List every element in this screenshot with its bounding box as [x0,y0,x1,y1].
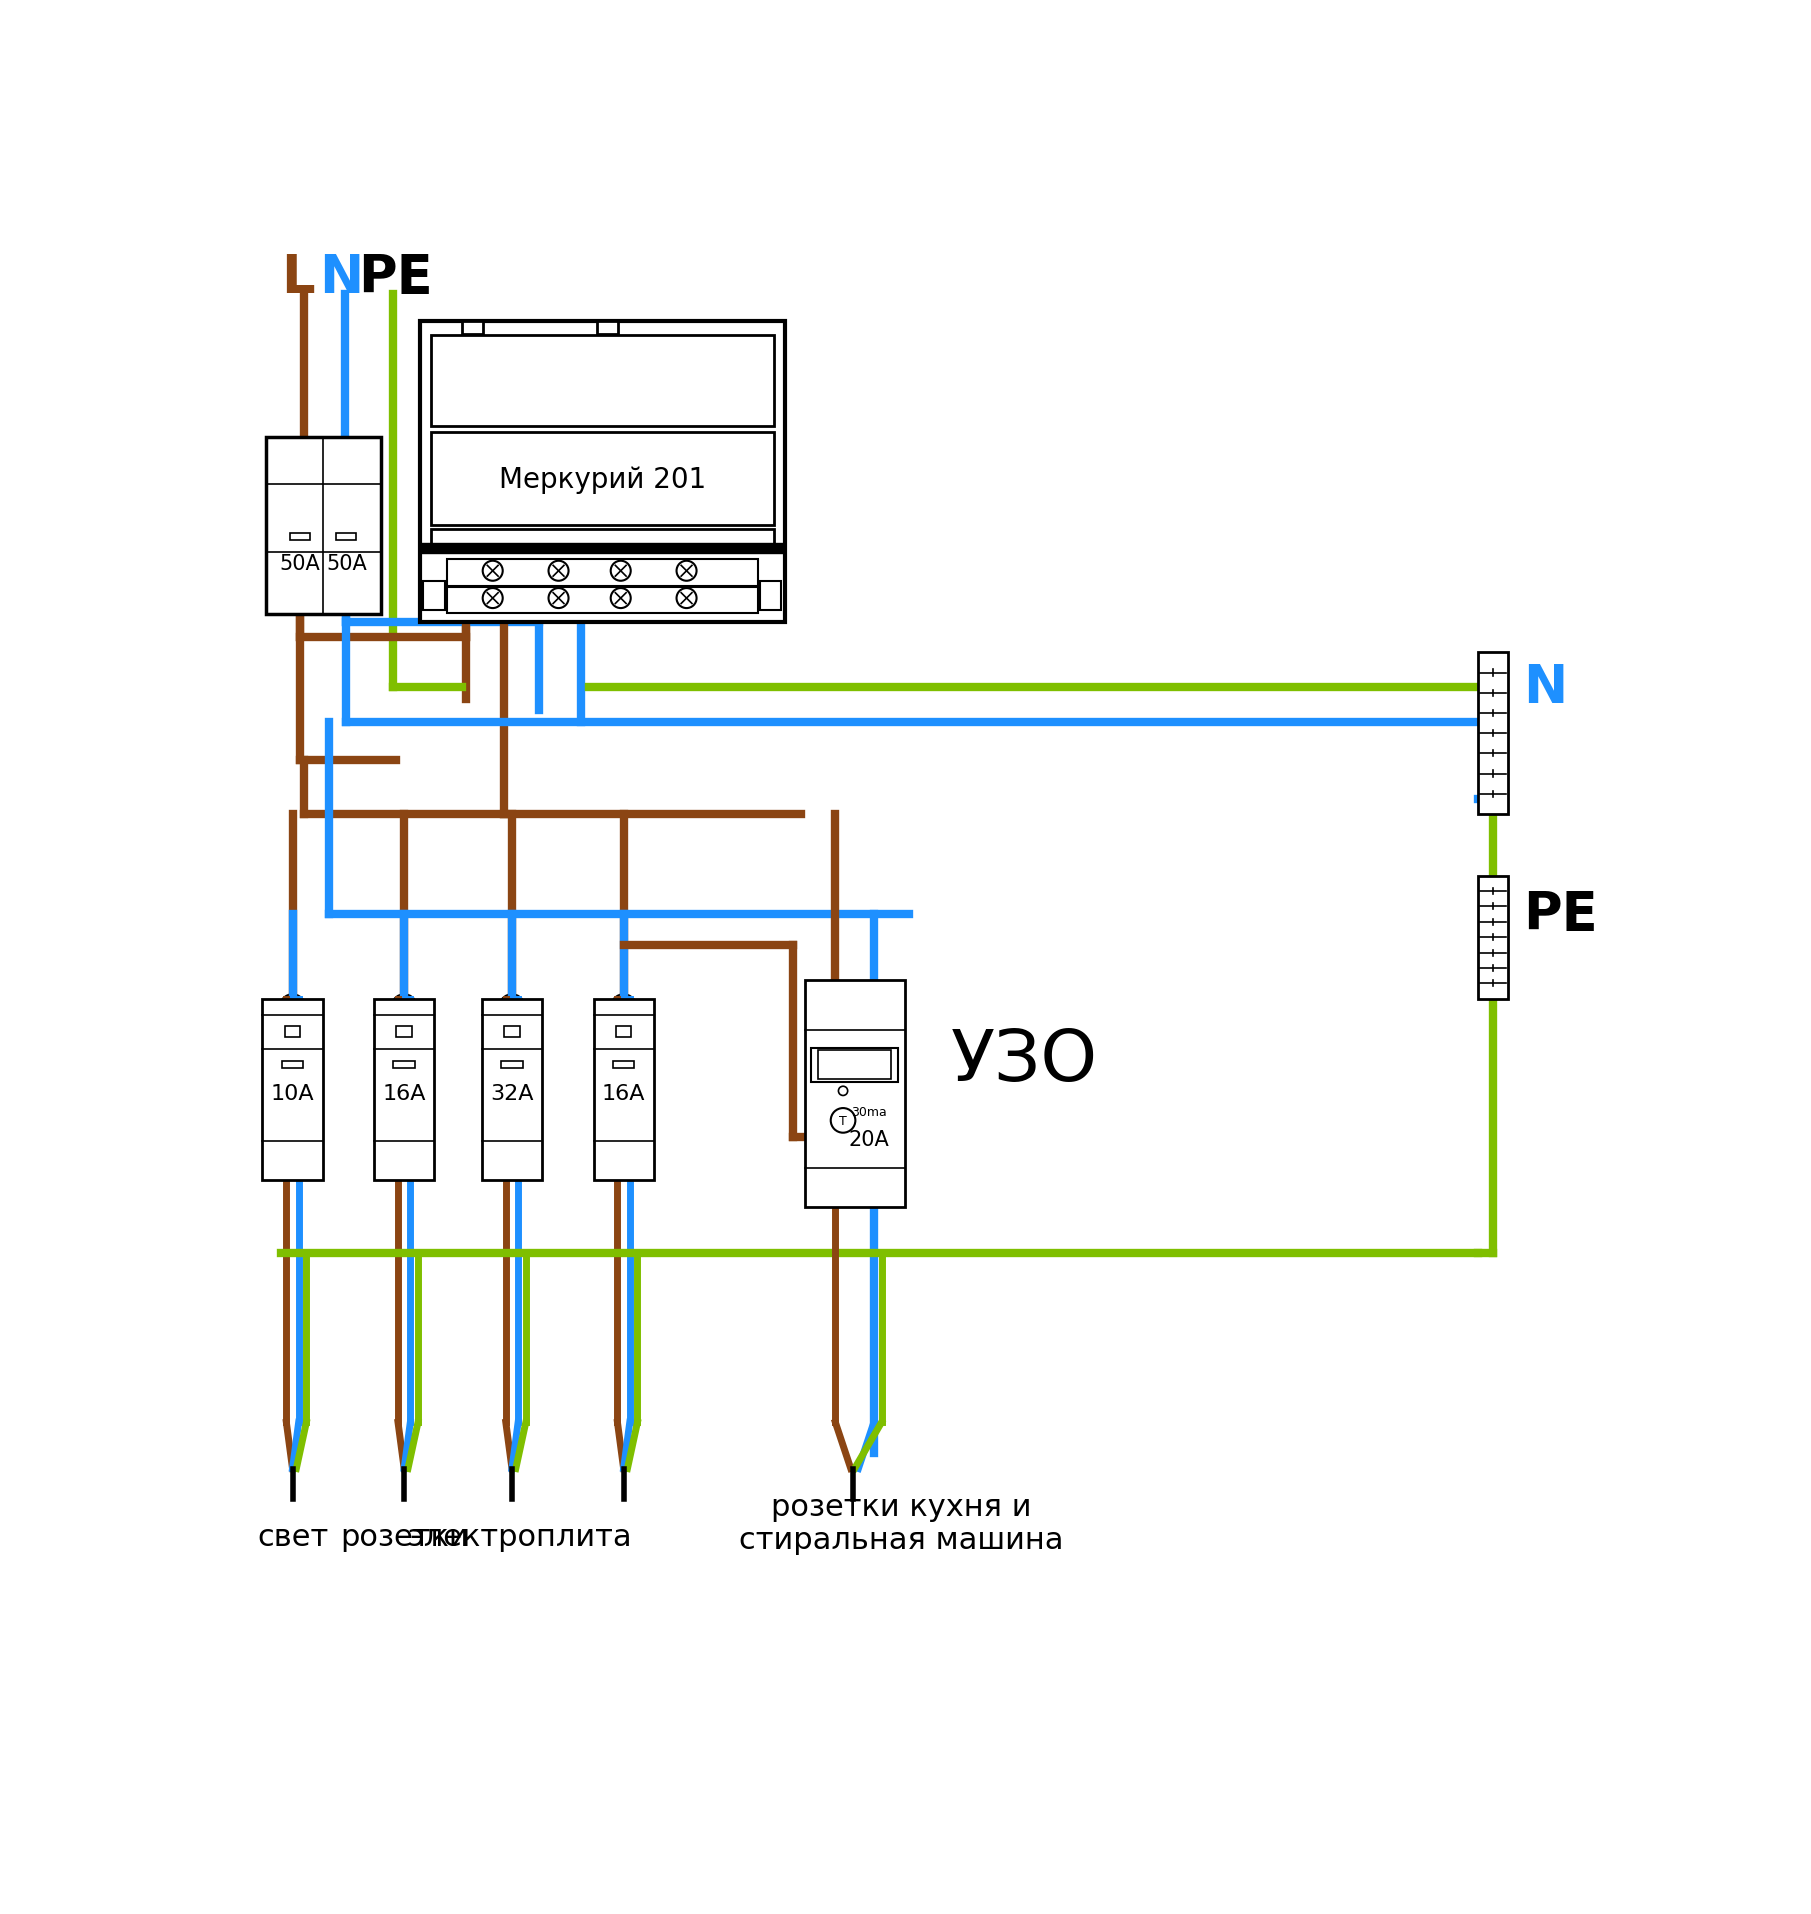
Bar [594,999,654,1181]
Bar [447,561,759,588]
Bar [761,582,782,611]
Bar [1478,877,1507,999]
Bar [447,588,759,614]
Text: 20A: 20A [848,1129,889,1148]
Bar [290,534,310,542]
Text: L: L [281,251,315,304]
Text: T: T [838,1114,848,1127]
Bar [431,530,773,549]
Bar [283,1060,302,1068]
Bar [1478,653,1507,815]
Text: 32A: 32A [491,1083,534,1102]
Text: 16A: 16A [601,1083,645,1102]
Bar [431,433,773,526]
Bar [503,1026,520,1037]
Bar [375,999,435,1181]
Bar [424,582,446,611]
Bar [431,335,773,427]
Bar [502,1060,523,1068]
Bar [596,322,618,335]
Bar [811,1049,898,1081]
Bar [397,1026,411,1037]
Text: 30ma: 30ma [851,1104,886,1118]
Text: Меркурий 201: Меркурий 201 [498,465,706,494]
Bar [420,544,786,553]
Bar [266,438,380,614]
Text: розетки: розетки [340,1524,469,1552]
Text: 10A: 10A [270,1083,315,1102]
Text: УЗО: УЗО [951,1026,1097,1095]
Text: 50A: 50A [326,553,368,574]
Bar [616,1026,632,1037]
Bar [263,999,322,1181]
Bar [612,1060,634,1068]
Text: свет: свет [257,1524,328,1552]
Bar [337,534,357,542]
Bar [393,1060,415,1068]
Text: розетки кухня и
стиральная машина: розетки кухня и стиральная машина [739,1491,1063,1554]
Text: электроплита: электроплита [407,1524,632,1552]
Bar [819,1051,891,1079]
Text: N: N [319,251,364,304]
Bar [462,322,484,335]
Bar [804,980,906,1208]
Text: 50A: 50A [281,553,321,574]
Text: 16A: 16A [382,1083,426,1102]
Text: PE: PE [1523,888,1597,940]
Bar [420,322,786,622]
Text: N: N [1523,662,1567,714]
Bar [284,1026,301,1037]
Bar [482,999,541,1181]
Text: PE: PE [359,251,433,304]
